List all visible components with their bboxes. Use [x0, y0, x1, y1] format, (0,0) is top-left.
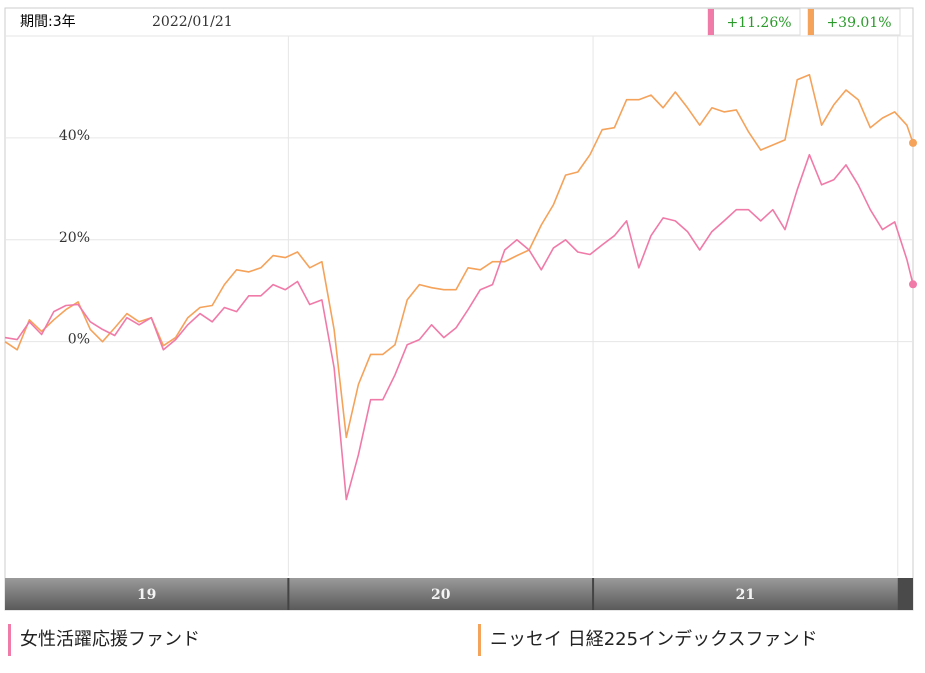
plot-frame [4, 7, 914, 611]
badge-label: +11.26% [726, 15, 791, 31]
lines [4, 73, 917, 501]
legend-swatch [8, 624, 11, 656]
end-dot [909, 280, 917, 289]
badge-swatch [808, 9, 814, 35]
y-tick-label: 0% [68, 332, 90, 348]
band-bg [5, 578, 913, 610]
grid: 0% 20% 40% [5, 36, 913, 576]
badge-box [707, 8, 801, 36]
badge-label: +39.01% [826, 15, 891, 31]
y-tick-label: 20% [59, 230, 90, 246]
y-tick-label: 40% [59, 128, 90, 144]
band-tail [897, 578, 913, 610]
x-tick-label: 21 [736, 587, 755, 603]
x-tick-label: 19 [137, 587, 156, 603]
end-dot [909, 138, 917, 147]
badge-swatch [708, 9, 714, 35]
legend-label: ニッセイ 日経225インデックスファンド [490, 629, 818, 650]
legend-label: 女性活躍応援ファンド [20, 629, 200, 650]
period-label: 期間:3年 [20, 14, 76, 30]
legend: 女性活躍応援ファンド ニッセイ 日経225インデックスファンド [8, 624, 818, 656]
date-label: 2022/01/21 [152, 14, 233, 30]
legend-swatch [478, 624, 481, 656]
badge-box [807, 8, 901, 36]
series-line [4, 153, 914, 501]
x-tick-label: 20 [431, 587, 451, 603]
year-bands: 19 20 21 [5, 578, 913, 610]
badges: +11.26% +39.01% [707, 8, 901, 36]
